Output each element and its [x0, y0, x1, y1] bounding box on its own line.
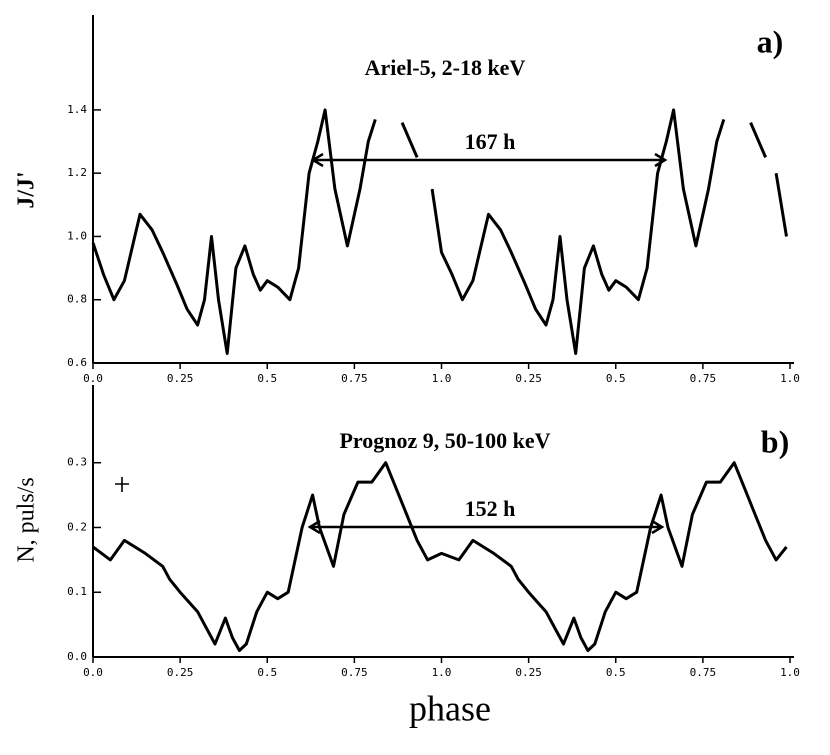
panel-title: Ariel-5, 2-18 keV	[365, 55, 526, 80]
y-tick-label: 0.0	[67, 650, 87, 663]
x-tick-label: 0.5	[606, 372, 626, 385]
y-tick-label: 0.1	[67, 585, 87, 598]
y-axis-label: J/J'	[14, 171, 40, 208]
period-arrow	[310, 152, 668, 168]
y-tick-label: 0.6	[67, 356, 87, 369]
y-tick-label: 1.2	[67, 166, 87, 179]
y-tick-label: 1.4	[67, 103, 87, 116]
panel-title: Prognoz 9, 50-100 keV	[339, 428, 550, 453]
x-tick-label: 0.5	[606, 666, 626, 679]
x-tick-label: 0.75	[690, 666, 717, 679]
y-axis-label: N, puls/s	[14, 477, 40, 562]
y-tick-label: 0.3	[67, 456, 87, 469]
panel-label: a)	[757, 23, 784, 59]
x-tick-label: 0.75	[341, 372, 368, 385]
y-tick-label: 0.8	[67, 293, 87, 306]
x-tick-label: 0.75	[341, 666, 368, 679]
data-line	[91, 108, 788, 355]
period-label: 167 h	[465, 129, 516, 154]
y-tick-label: 1.0	[67, 229, 87, 242]
x-tick-label: 0.5	[257, 666, 277, 679]
y-tick-label: 0.2	[67, 520, 87, 533]
panel-label: b)	[761, 423, 789, 459]
period-arrow	[307, 519, 665, 535]
x-tick-label: 0.25	[167, 372, 194, 385]
x-tick-label: 0.0	[83, 666, 103, 679]
x-tick-label: 0.5	[257, 372, 277, 385]
period-label: 152 h	[465, 496, 516, 521]
data-line	[92, 461, 788, 652]
x-tick-label: 0.25	[515, 666, 542, 679]
error-cross	[115, 477, 129, 492]
x-tick-label: 0.75	[690, 372, 717, 385]
x-tick-label: 0.25	[515, 372, 542, 385]
x-tick-label: 1.0	[780, 666, 800, 679]
x-tick-label: 0.25	[167, 666, 194, 679]
x-axis-label: phase	[409, 688, 491, 728]
x-tick-label: 1.0	[432, 666, 452, 679]
x-tick-label: 1.0	[432, 372, 452, 385]
x-tick-label: 1.0	[780, 372, 800, 385]
x-tick-label: 0.0	[83, 372, 103, 385]
